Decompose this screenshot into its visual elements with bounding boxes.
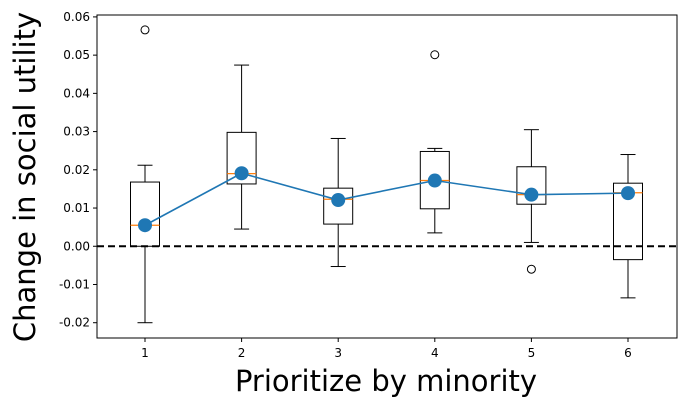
y-tick-label: 0.02 xyxy=(63,163,90,177)
box-group xyxy=(613,154,643,299)
mean-point xyxy=(331,193,346,208)
x-axis: 1 2 3 4 5 6 xyxy=(141,338,632,360)
y-tick-label: -0.01 xyxy=(59,277,90,291)
box xyxy=(226,131,257,185)
x-tick-label: 4 xyxy=(431,346,439,360)
box xyxy=(130,181,160,247)
y-axis: -0.02 -0.01 0.00 0.01 0.02 0.03 0.04 0.05 0.06 xyxy=(59,10,97,330)
mean-point xyxy=(427,173,442,188)
box-group xyxy=(226,64,257,230)
y-tick-label: 0.05 xyxy=(63,48,90,62)
x-axis-label: Prioritize by minority xyxy=(235,364,537,398)
plot-area xyxy=(96,14,678,339)
mean-series-line xyxy=(144,172,629,226)
x-tick-label: 1 xyxy=(141,346,149,360)
mean-point xyxy=(234,166,249,181)
y-tick-label: 0.04 xyxy=(63,86,90,100)
plot-frame xyxy=(96,14,678,339)
x-tick-label: 6 xyxy=(624,346,632,360)
outlier-point xyxy=(140,25,150,35)
x-tick-label: 3 xyxy=(334,346,342,360)
mean-point xyxy=(621,186,635,201)
box xyxy=(516,166,547,205)
y-tick-label: 0.03 xyxy=(63,125,90,139)
y-tick-label: 0.01 xyxy=(63,201,90,215)
mean-point xyxy=(524,187,539,202)
outlier-point xyxy=(526,264,536,274)
mean-point xyxy=(138,218,152,233)
box xyxy=(613,182,643,261)
outlier-point xyxy=(430,50,440,60)
x-tick-label: 5 xyxy=(528,346,536,360)
box-group xyxy=(419,50,450,234)
box-group xyxy=(130,25,160,324)
x-tick-label: 2 xyxy=(238,346,246,360)
y-tick-label: -0.02 xyxy=(59,316,90,330)
box xyxy=(323,187,354,225)
y-tick-label: 0.06 xyxy=(63,10,90,24)
y-tick-label: 0.00 xyxy=(63,239,90,253)
y-axis-label: Change in social utility xyxy=(8,12,42,342)
